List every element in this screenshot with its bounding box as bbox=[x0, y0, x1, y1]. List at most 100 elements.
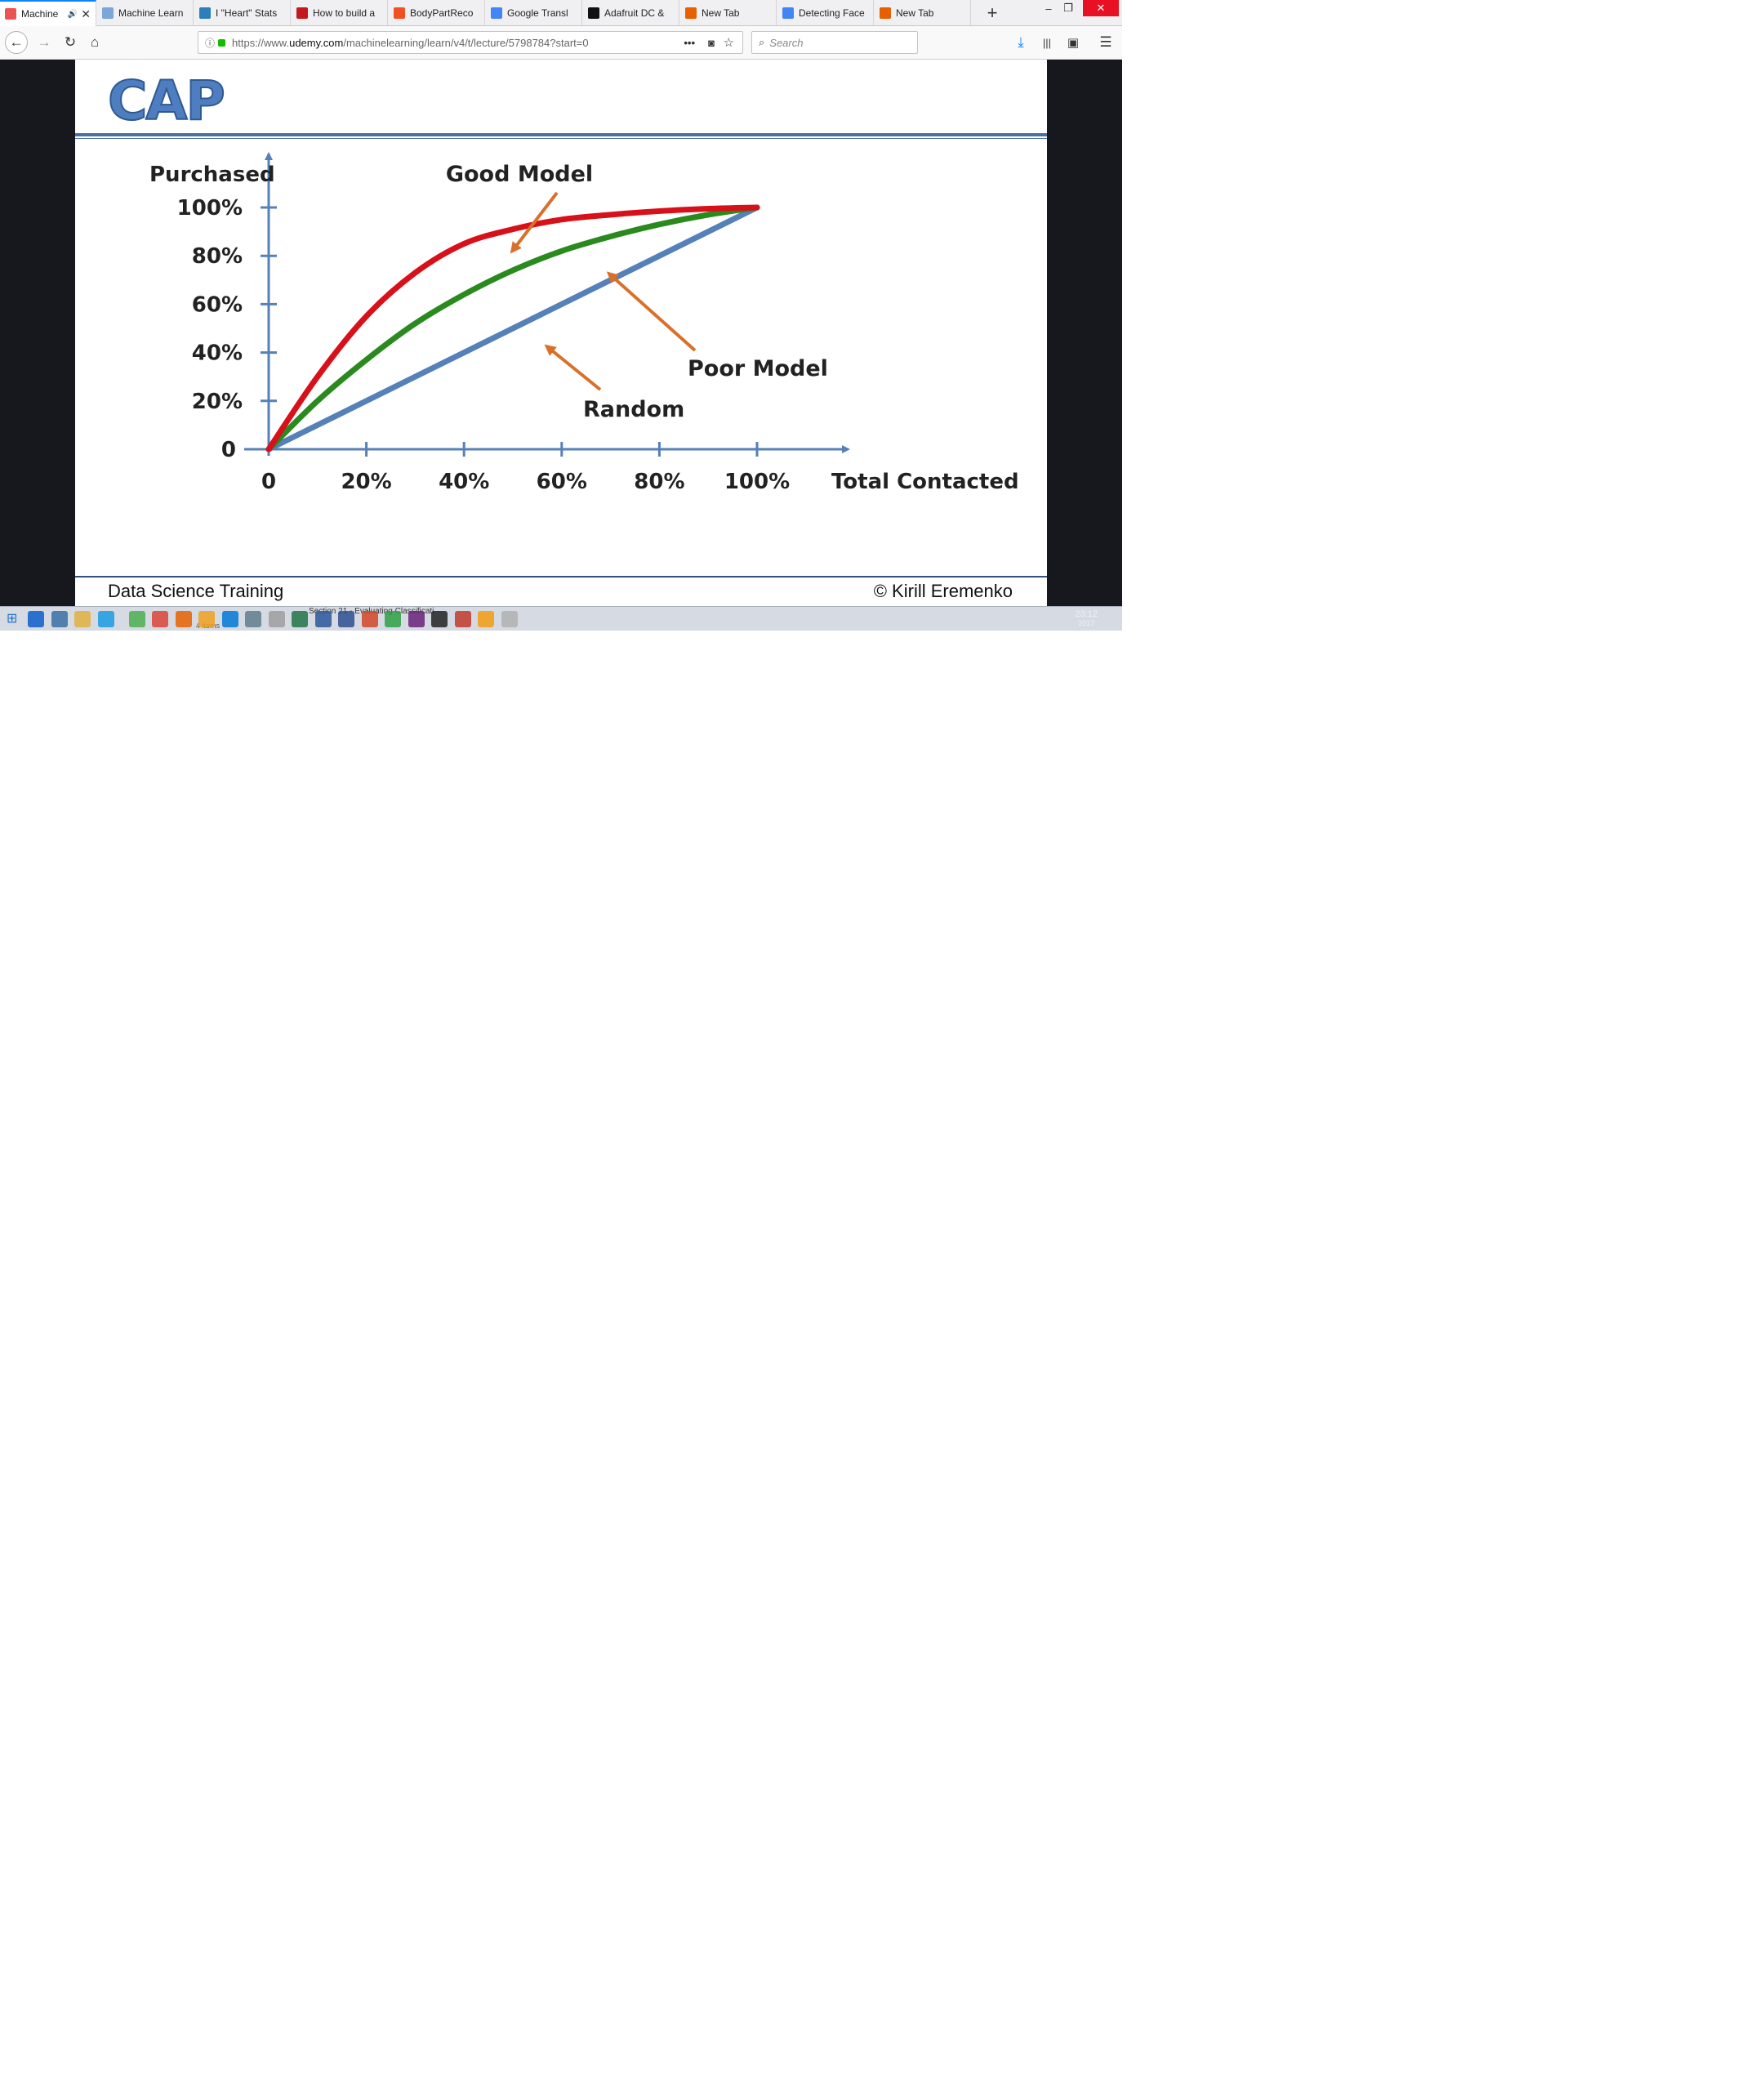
taskbar-firefox-icon[interactable] bbox=[175, 611, 192, 627]
forward-arrow-icon: → bbox=[37, 34, 51, 50]
tab-favicon-icon bbox=[880, 7, 891, 19]
x-tick-label: 20% bbox=[341, 470, 391, 494]
tab-4[interactable]: BodyPartReco bbox=[389, 0, 485, 25]
taskbar-terminal-icon[interactable] bbox=[431, 611, 448, 627]
clock[interactable]: 23:12 2017 bbox=[1075, 610, 1098, 628]
search-icon: ⌕ bbox=[759, 36, 765, 48]
start-button[interactable]: ⊞ bbox=[7, 612, 18, 626]
taskbar-xming-icon[interactable] bbox=[385, 611, 401, 627]
taskbar-maps-icon[interactable] bbox=[361, 611, 378, 627]
reload-button[interactable]: ↻ bbox=[60, 33, 80, 52]
title-divider bbox=[75, 133, 1047, 136]
minimize-button[interactable]: – bbox=[1045, 2, 1052, 15]
tab-label: Adafruit DC & bbox=[604, 7, 665, 19]
tab-0[interactable]: Machine 🔊 ✕ bbox=[0, 0, 96, 26]
video-player[interactable]: CAP 0 20% 40% 60% 80% 100% 0 20% 40% 60% 80% 100% Pu… bbox=[0, 60, 1122, 606]
tab-label: Google Transl bbox=[507, 7, 568, 19]
menu-icon[interactable]: ☰ bbox=[1099, 34, 1112, 50]
tab-2[interactable]: I "Heart" Stats bbox=[194, 0, 291, 25]
taskbar-word-icon[interactable] bbox=[314, 611, 332, 627]
annotation-label-poor-model: Poor Model bbox=[688, 356, 828, 381]
sidebar-icon[interactable]: ▣ bbox=[1067, 36, 1080, 50]
new-tab-button[interactable]: + bbox=[987, 2, 998, 23]
annotation-arrow-poor-model bbox=[606, 271, 697, 352]
x-tick-label: 100% bbox=[724, 470, 790, 494]
tab-favicon-icon bbox=[685, 7, 697, 19]
navigation-bar: ← → ↻ ⌂ ⓘ https://www.udemy.com/machinel… bbox=[0, 26, 1122, 60]
x-tick-label: 40% bbox=[439, 470, 489, 494]
tab-label: Machine Learn bbox=[118, 7, 184, 19]
search-input[interactable]: ⌕ Search bbox=[751, 31, 918, 54]
tab-strip: New Tab Detecting Face New Tab Adafruit DC … bbox=[0, 0, 1122, 26]
taskbar-app-grey-icon[interactable] bbox=[501, 611, 518, 627]
slide-title: CAP bbox=[107, 69, 226, 133]
taskbar-app-orange-icon[interactable] bbox=[478, 611, 494, 627]
annotation-arrow-random bbox=[544, 344, 602, 391]
lock-icon bbox=[218, 38, 226, 47]
taskbar-skype-icon[interactable] bbox=[97, 611, 114, 627]
tab-9[interactable]: New Tab bbox=[875, 0, 971, 25]
tab-6[interactable]: Adafruit DC & bbox=[583, 0, 679, 25]
forward-button[interactable]: → bbox=[34, 33, 54, 52]
cap-chart: 0 20% 40% 60% 80% 100% 0 20% 40% 60% 80% 100% Purcha… bbox=[149, 152, 1019, 494]
taskbar-app-icon[interactable] bbox=[454, 611, 471, 627]
home-button[interactable]: ⌂ bbox=[85, 33, 105, 52]
taskbar-paint-icon[interactable] bbox=[245, 611, 261, 627]
y-tick-label: 100% bbox=[177, 196, 243, 221]
taskbar-glasses-icon[interactable] bbox=[338, 611, 354, 627]
back-arrow-icon: ← bbox=[9, 34, 24, 50]
footer-right: © Kirill Eremenko bbox=[873, 581, 1013, 601]
taskbar-ie-icon[interactable] bbox=[128, 611, 145, 627]
url-text: https://www.udemy.com/machinelearning/le… bbox=[232, 37, 589, 49]
url-bar[interactable]: ⓘ https://www.udemy.com/machinelearning/… bbox=[198, 31, 743, 54]
taskbar-chrome-icon[interactable] bbox=[152, 611, 168, 627]
taskbar-excel-icon[interactable] bbox=[292, 611, 308, 627]
series-line-good-model bbox=[265, 204, 760, 453]
tab-label: BodyPartReco bbox=[410, 7, 474, 19]
tab-favicon-icon bbox=[5, 8, 16, 20]
url-path: /machinelearning/learn/v4/t/lecture/5798… bbox=[343, 36, 589, 49]
tab-favicon-icon bbox=[394, 7, 405, 19]
tab-5[interactable]: Google Transl bbox=[486, 0, 582, 25]
back-button[interactable]: ← bbox=[5, 31, 28, 54]
footer-divider bbox=[75, 576, 1047, 577]
restore-button[interactable]: ❐ bbox=[1063, 2, 1073, 14]
taskbar-visual-studio-icon[interactable] bbox=[408, 611, 425, 627]
annotation-label-good-model: Good Model bbox=[446, 162, 593, 187]
taskbar-file-explorer-icon[interactable] bbox=[74, 611, 91, 627]
home-icon: ⌂ bbox=[90, 34, 100, 50]
taskbar-vscode-icon[interactable] bbox=[221, 611, 238, 627]
tab-close-icon[interactable]: ✕ bbox=[81, 7, 91, 20]
tab-1[interactable]: Machine Learn bbox=[97, 0, 194, 25]
taskbar-tools-icon[interactable] bbox=[268, 611, 285, 627]
bookmark-star-icon[interactable]: ☆ bbox=[723, 36, 734, 50]
taskbar: ⊞ Section 21 - Evaluating Classificati 4… bbox=[0, 606, 1122, 631]
tab-audio-icon[interactable]: 🔊 bbox=[67, 9, 78, 19]
taskbar-remote-desktop-icon[interactable] bbox=[51, 611, 68, 627]
lecture-slide: CAP 0 20% 40% 60% 80% 100% 0 20% 40% 60% 80% 100% Pu… bbox=[75, 60, 1047, 606]
tab-7[interactable]: New Tab bbox=[680, 0, 777, 25]
url-host: udemy.com bbox=[289, 36, 344, 49]
info-icon[interactable]: ⓘ bbox=[205, 37, 216, 49]
annotation-label-random: Random bbox=[583, 397, 684, 422]
pocket-icon[interactable]: ◙ bbox=[708, 36, 715, 49]
tab-label: Machine bbox=[21, 8, 59, 20]
tab-favicon-icon bbox=[491, 7, 502, 19]
page-actions-button[interactable]: ••• bbox=[684, 36, 695, 49]
tab-3[interactable]: How to build a bbox=[292, 0, 388, 25]
tab-favicon-icon bbox=[782, 7, 794, 19]
downloads-icon[interactable]: ⤓ bbox=[1018, 34, 1024, 50]
close-window-button[interactable]: ✕ bbox=[1083, 0, 1119, 16]
library-icon[interactable]: ||| bbox=[1042, 36, 1052, 49]
search-placeholder: Search bbox=[769, 36, 804, 49]
y-tick-label: 80% bbox=[192, 244, 243, 269]
taskbar-sublime-icon[interactable] bbox=[198, 611, 215, 627]
series-line-random bbox=[265, 204, 760, 453]
tab-8[interactable]: Detecting Face bbox=[777, 0, 874, 25]
x-axis-title: Total Contacted bbox=[831, 470, 1019, 494]
taskbar-outlook-icon[interactable] bbox=[28, 611, 44, 627]
x-tick-label: 60% bbox=[537, 470, 587, 494]
title-divider-thin bbox=[75, 138, 1047, 139]
y-tick-label: 0 bbox=[221, 438, 236, 462]
series-line-poor-model bbox=[265, 204, 760, 453]
